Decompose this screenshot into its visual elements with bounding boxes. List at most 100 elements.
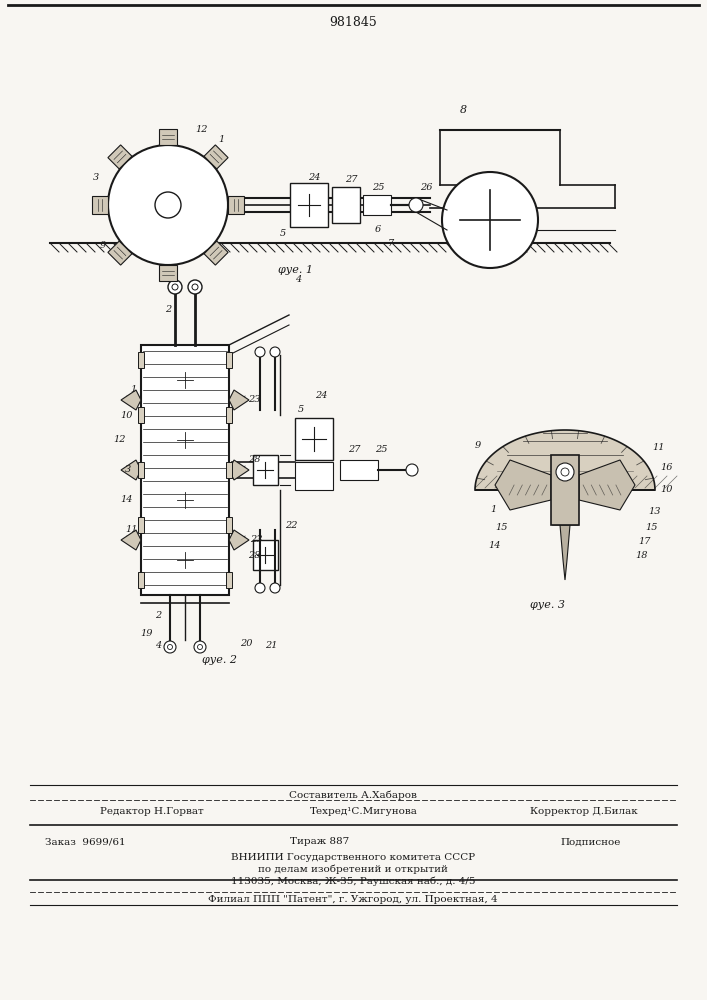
Text: 11: 11 <box>652 444 665 452</box>
Text: 21: 21 <box>265 641 278 650</box>
Text: 8: 8 <box>460 105 467 115</box>
Polygon shape <box>159 129 177 145</box>
Polygon shape <box>229 530 249 550</box>
Polygon shape <box>229 390 249 410</box>
Text: 28: 28 <box>248 456 260 464</box>
Polygon shape <box>108 145 132 169</box>
Text: 15: 15 <box>495 524 508 532</box>
Bar <box>226 517 232 533</box>
Text: Корректор Д.Билак: Корректор Д.Билак <box>530 808 638 816</box>
Text: 14: 14 <box>93 200 105 210</box>
Text: 11: 11 <box>125 526 137 534</box>
Circle shape <box>108 145 228 265</box>
Circle shape <box>255 583 265 593</box>
Text: 23: 23 <box>250 536 262 544</box>
Text: Филиал ППП "Патент", г. Ужгород, ул. Проектная, 4: Филиал ППП "Патент", г. Ужгород, ул. Про… <box>208 896 498 904</box>
Polygon shape <box>560 525 570 580</box>
Text: 24: 24 <box>308 172 320 182</box>
Text: Тираж 887: Тираж 887 <box>291 838 350 846</box>
Bar <box>295 462 333 490</box>
Text: 28: 28 <box>248 550 260 560</box>
Polygon shape <box>159 265 177 281</box>
Circle shape <box>168 645 173 650</box>
Text: 7: 7 <box>388 238 395 247</box>
Bar <box>226 462 232 478</box>
Text: 24: 24 <box>315 390 327 399</box>
Text: 27: 27 <box>348 446 361 454</box>
Text: 2: 2 <box>155 610 161 619</box>
Polygon shape <box>579 460 635 510</box>
Circle shape <box>197 645 202 650</box>
Text: 20: 20 <box>240 639 252 648</box>
Text: Составитель А.Хабаров: Составитель А.Хабаров <box>289 790 417 800</box>
Polygon shape <box>92 196 108 214</box>
Text: 2: 2 <box>165 306 171 314</box>
Text: 6: 6 <box>375 226 381 234</box>
Text: 25: 25 <box>372 182 385 192</box>
Bar <box>253 455 278 485</box>
Text: φуе. 2: φуе. 2 <box>202 655 238 665</box>
Text: 4: 4 <box>155 641 161 650</box>
Text: 17: 17 <box>638 538 650 546</box>
Text: 1: 1 <box>130 385 136 394</box>
Bar <box>295 418 333 460</box>
Polygon shape <box>475 430 655 490</box>
Text: Техред¹С.Мигунова: Техред¹С.Мигунова <box>310 808 418 816</box>
Polygon shape <box>108 241 132 265</box>
Polygon shape <box>204 145 228 169</box>
Circle shape <box>164 641 176 653</box>
Circle shape <box>194 641 206 653</box>
Bar <box>551 455 579 525</box>
Text: ВНИИПИ Государственного комитета СССР: ВНИИПИ Государственного комитета СССР <box>231 852 475 861</box>
Text: 12: 12 <box>113 436 126 444</box>
Text: φуе. 3: φуе. 3 <box>530 600 566 610</box>
Text: 10: 10 <box>120 410 132 420</box>
Text: 1: 1 <box>490 506 496 514</box>
Bar <box>253 540 278 570</box>
Text: 26: 26 <box>420 182 433 192</box>
Bar <box>138 517 144 533</box>
Bar <box>226 407 232 423</box>
Bar <box>138 462 144 478</box>
Polygon shape <box>229 460 249 480</box>
Circle shape <box>406 464 418 476</box>
Text: 3: 3 <box>93 172 99 182</box>
Circle shape <box>561 468 569 476</box>
Circle shape <box>188 280 202 294</box>
Circle shape <box>270 583 280 593</box>
Text: 22: 22 <box>285 520 298 530</box>
Bar <box>332 187 360 223</box>
Bar <box>138 572 144 588</box>
Text: по делам изобретений и открытий: по делам изобретений и открытий <box>258 864 448 874</box>
Text: 27: 27 <box>345 176 358 184</box>
Text: 14: 14 <box>120 495 132 504</box>
Bar <box>290 183 328 227</box>
Circle shape <box>442 172 538 268</box>
Polygon shape <box>204 241 228 265</box>
Polygon shape <box>121 530 141 550</box>
Polygon shape <box>228 196 244 214</box>
Polygon shape <box>495 460 551 510</box>
Circle shape <box>556 463 574 481</box>
Text: 12: 12 <box>195 125 207 134</box>
Text: 16: 16 <box>660 464 672 473</box>
Text: 19: 19 <box>140 629 153 638</box>
Circle shape <box>255 347 265 357</box>
Text: 23: 23 <box>248 395 260 404</box>
Circle shape <box>155 192 181 218</box>
Text: φуе. 1: φуе. 1 <box>278 265 312 275</box>
Text: 9: 9 <box>475 440 481 450</box>
Polygon shape <box>121 460 141 480</box>
Text: 14: 14 <box>488 540 501 550</box>
Text: 4: 4 <box>295 275 301 284</box>
Text: 5: 5 <box>280 229 286 237</box>
Text: 5: 5 <box>298 406 304 414</box>
Text: 25: 25 <box>375 446 387 454</box>
Text: 3: 3 <box>125 466 132 475</box>
Text: Подписное: Подписное <box>560 838 620 846</box>
Polygon shape <box>121 390 141 410</box>
Text: 981845: 981845 <box>329 15 377 28</box>
Bar <box>363 195 391 215</box>
Circle shape <box>168 280 182 294</box>
Text: 113035, Москва, Ж-35, Раушская наб., д. 4/5: 113035, Москва, Ж-35, Раушская наб., д. … <box>230 876 475 886</box>
